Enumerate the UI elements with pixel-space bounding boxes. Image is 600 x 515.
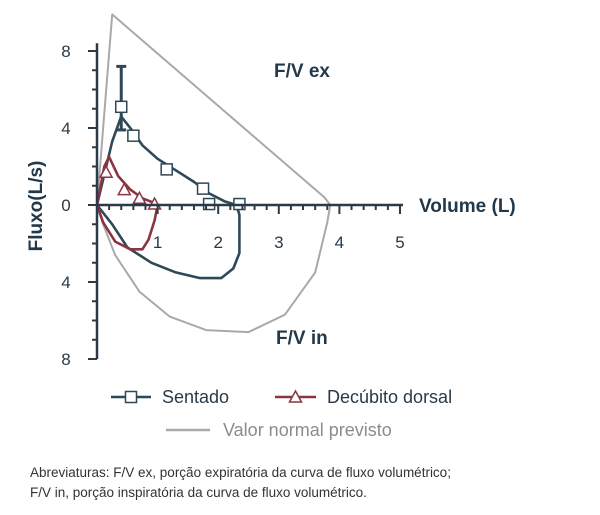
x-tick-label: 2 [213, 233, 222, 252]
data-point-triangle [147, 196, 162, 210]
data-point-triangle [117, 182, 132, 196]
x-axis-title: Volume (L) [419, 196, 516, 217]
data-point-square [196, 182, 210, 195]
x-tick-label: 5 [395, 233, 404, 252]
data-point-triangle [98, 164, 114, 179]
legend-label-valor-normal-previsto: Valor normal previsto [223, 420, 392, 440]
series-line-valor-normal-previsto [96, 13, 332, 334]
y-tick-label: 0 [61, 196, 70, 215]
data-point-square [160, 163, 173, 176]
data-point-square [114, 100, 128, 114]
x-tick-label: 3 [274, 233, 283, 252]
x-tick-label: 1 [153, 233, 162, 252]
y-tick-label: 4 [61, 273, 70, 292]
legend-triangle-marker [288, 389, 303, 403]
inspiratory-annotation: F/V in [276, 328, 328, 349]
abbreviations-footnote: Abreviaturas: F/V ex, porção expiratória… [30, 463, 590, 503]
footnote-line-2: F/V in, porção inspiratória da curva de … [30, 485, 367, 500]
y-tick-label: 8 [61, 42, 70, 61]
footnote-line-1: Abreviaturas: F/V ex, porção expiratória… [30, 465, 451, 480]
legend-label-decubito-dorsal: Decúbito dorsal [327, 387, 452, 407]
series-line-sentado [95, 115, 241, 280]
data-point-triangle [132, 190, 147, 205]
y-tick-label: 4 [61, 119, 70, 138]
y-tick-label: 8 [61, 350, 70, 369]
expiratory-annotation: F/V ex [274, 61, 330, 82]
x-tick-label: 4 [335, 233, 344, 252]
legend-label-sentado: Sentado [162, 387, 229, 407]
y-axis-title: Fluxo(L/s) [26, 161, 47, 252]
chart-legend: Sentado Decúbito dorsal Valor normal previ… [111, 387, 452, 440]
legend-square-marker [124, 390, 138, 404]
data-point-square [127, 129, 140, 142]
chart-labels: Fluxo(L/s) Volume (L) F/V ex F/V in [26, 61, 516, 349]
